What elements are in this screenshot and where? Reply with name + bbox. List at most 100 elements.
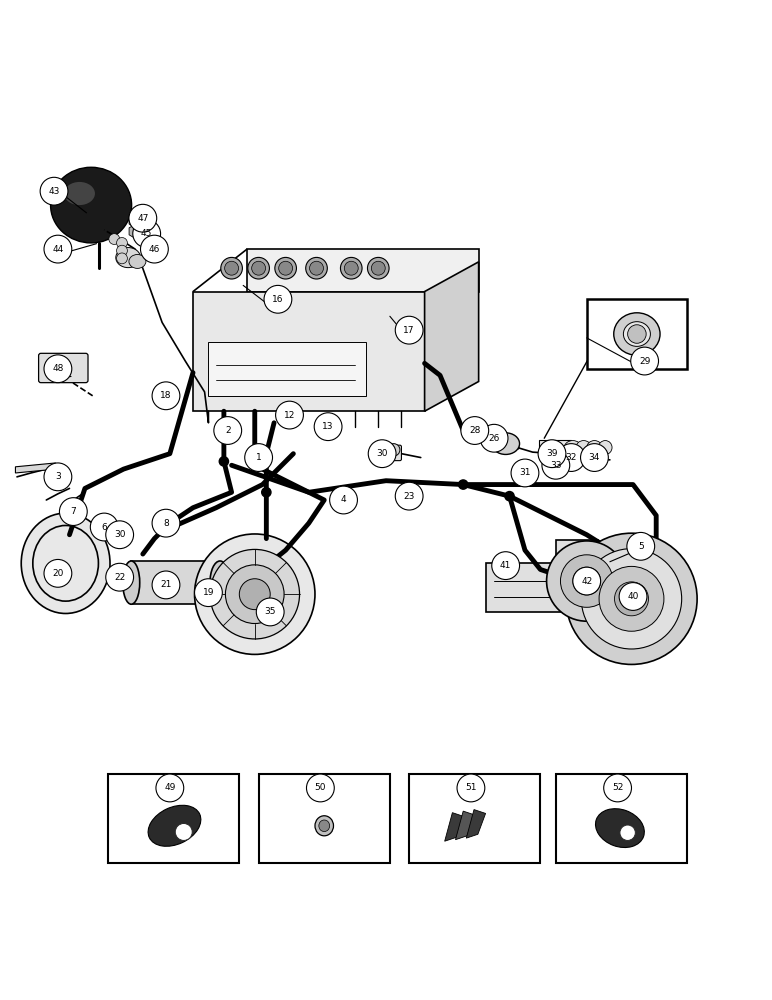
- Circle shape: [480, 424, 508, 452]
- Circle shape: [627, 532, 655, 560]
- Circle shape: [310, 261, 323, 275]
- Ellipse shape: [614, 313, 660, 355]
- Text: 20: 20: [52, 569, 63, 578]
- Circle shape: [395, 482, 423, 510]
- Ellipse shape: [148, 805, 201, 846]
- Ellipse shape: [210, 561, 230, 604]
- Circle shape: [573, 567, 601, 595]
- Text: 16: 16: [273, 295, 283, 304]
- Circle shape: [90, 513, 118, 541]
- Bar: [409, 774, 540, 863]
- Polygon shape: [193, 292, 425, 411]
- Circle shape: [109, 234, 120, 244]
- Polygon shape: [466, 810, 486, 838]
- Circle shape: [225, 565, 284, 624]
- Text: 32: 32: [566, 453, 577, 462]
- Ellipse shape: [50, 167, 131, 243]
- Text: 28: 28: [469, 426, 480, 435]
- Ellipse shape: [64, 182, 95, 205]
- Circle shape: [117, 253, 127, 264]
- Circle shape: [372, 444, 384, 456]
- Circle shape: [248, 257, 269, 279]
- Circle shape: [44, 463, 72, 491]
- Circle shape: [219, 457, 229, 466]
- FancyBboxPatch shape: [39, 353, 88, 383]
- Circle shape: [557, 444, 585, 471]
- Ellipse shape: [595, 809, 645, 848]
- Text: 7: 7: [70, 507, 76, 516]
- Circle shape: [117, 245, 127, 256]
- Text: 30: 30: [377, 449, 388, 458]
- Circle shape: [152, 571, 180, 599]
- Circle shape: [117, 238, 127, 248]
- Circle shape: [44, 355, 72, 383]
- Ellipse shape: [492, 433, 520, 454]
- Text: 31: 31: [520, 468, 530, 477]
- Circle shape: [538, 440, 566, 468]
- Ellipse shape: [623, 322, 650, 346]
- FancyBboxPatch shape: [111, 525, 129, 542]
- Circle shape: [195, 534, 315, 654]
- Circle shape: [156, 774, 184, 802]
- Circle shape: [461, 417, 489, 444]
- Text: 35: 35: [265, 607, 276, 616]
- Circle shape: [106, 521, 134, 549]
- Circle shape: [256, 598, 284, 626]
- Circle shape: [511, 459, 539, 487]
- Circle shape: [395, 316, 423, 344]
- Text: 23: 23: [404, 492, 415, 501]
- Text: 3: 3: [55, 472, 61, 481]
- Circle shape: [195, 579, 222, 607]
- Circle shape: [175, 823, 192, 840]
- Circle shape: [368, 440, 396, 468]
- Circle shape: [276, 401, 303, 429]
- Circle shape: [44, 559, 72, 587]
- Ellipse shape: [116, 248, 141, 268]
- Circle shape: [560, 555, 613, 607]
- Circle shape: [388, 444, 400, 456]
- Text: 30: 30: [114, 530, 125, 539]
- Polygon shape: [247, 249, 479, 292]
- Circle shape: [141, 235, 168, 263]
- Circle shape: [306, 774, 334, 802]
- Text: 17: 17: [404, 326, 415, 335]
- Text: 21: 21: [161, 580, 171, 589]
- Polygon shape: [193, 249, 247, 292]
- Ellipse shape: [598, 441, 612, 454]
- Circle shape: [628, 325, 646, 343]
- Ellipse shape: [315, 816, 334, 836]
- Text: 4: 4: [340, 495, 347, 504]
- Circle shape: [250, 461, 259, 470]
- Circle shape: [581, 549, 682, 649]
- Circle shape: [106, 563, 134, 591]
- Circle shape: [165, 519, 174, 528]
- Text: 42: 42: [581, 577, 592, 586]
- Circle shape: [492, 552, 520, 580]
- Text: 13: 13: [323, 422, 334, 431]
- Bar: [108, 774, 239, 863]
- Text: 46: 46: [149, 245, 160, 254]
- Text: 22: 22: [114, 573, 125, 582]
- Circle shape: [152, 509, 180, 537]
- Ellipse shape: [21, 513, 110, 613]
- Text: 41: 41: [500, 561, 511, 570]
- Circle shape: [252, 261, 266, 275]
- Circle shape: [262, 488, 271, 497]
- Circle shape: [214, 417, 242, 444]
- Circle shape: [152, 382, 180, 410]
- Circle shape: [457, 774, 485, 802]
- Circle shape: [314, 413, 342, 441]
- Text: 49: 49: [164, 783, 175, 792]
- Circle shape: [581, 444, 608, 471]
- Text: 44: 44: [52, 245, 63, 254]
- Circle shape: [367, 257, 389, 279]
- Bar: [539, 440, 571, 455]
- Circle shape: [210, 549, 300, 639]
- Text: 34: 34: [589, 453, 600, 462]
- Circle shape: [620, 825, 635, 840]
- Circle shape: [133, 220, 161, 248]
- Circle shape: [129, 204, 157, 232]
- Circle shape: [340, 257, 362, 279]
- Text: 43: 43: [49, 187, 59, 196]
- Text: 51: 51: [466, 783, 476, 792]
